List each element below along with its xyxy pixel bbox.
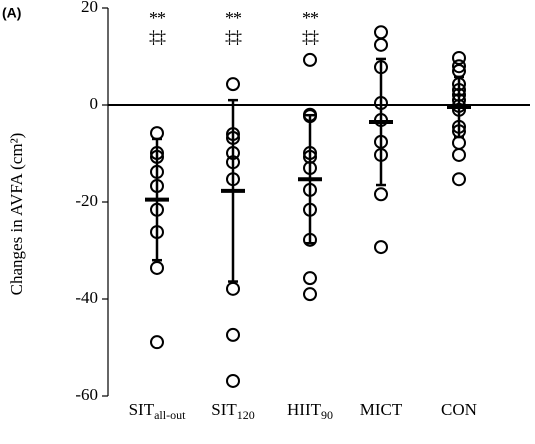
category-subscript: 120: [237, 408, 255, 422]
y-axis-label: Changes in AVFA (cm²): [7, 133, 26, 296]
data-point: [150, 335, 164, 350]
significance-mark: ‡‡: [225, 27, 242, 47]
data-point: [150, 260, 164, 275]
category-label: MICT: [360, 400, 403, 419]
category-label: SIT: [211, 400, 237, 419]
significance-mark: **: [149, 8, 166, 28]
category-label: HIIT: [287, 400, 322, 419]
x-tick-label: MICT: [360, 400, 403, 419]
y-tick-label: -20: [75, 191, 98, 210]
data-point: [226, 77, 240, 92]
significance-mark: **: [225, 8, 242, 28]
data-point: [374, 240, 388, 255]
data-point: [226, 327, 240, 342]
data-point: [452, 135, 466, 150]
panel-label: (A): [2, 5, 21, 21]
category-subscript: all-out: [154, 408, 186, 422]
data-point: [452, 50, 466, 65]
data-point: [452, 147, 466, 162]
data-point: [374, 187, 388, 202]
y-tick-label: -60: [75, 385, 98, 404]
y-tick-label: 0: [90, 94, 99, 113]
data-point: [226, 373, 240, 388]
significance-mark: ‡‡: [149, 27, 166, 47]
significance-mark: ‡‡: [302, 27, 319, 47]
x-tick-label: CON: [441, 400, 477, 419]
x-tick-label: SIT120: [211, 400, 255, 422]
data-point: [374, 25, 388, 40]
data-point: [452, 172, 466, 187]
x-tick-label: HIIT90: [287, 400, 333, 422]
x-tick-label: SITall-out: [129, 400, 186, 422]
data-point: [303, 52, 317, 67]
y-tick-label: -40: [75, 288, 98, 307]
category-subscript: 90: [321, 408, 333, 422]
data-point: [452, 59, 466, 74]
y-tick-label: 20: [81, 0, 98, 16]
data-point: [303, 271, 317, 286]
category-label: CON: [441, 400, 477, 419]
significance-mark: **: [302, 8, 319, 28]
data-point: [226, 281, 240, 296]
data-point: [374, 37, 388, 52]
data-point: [150, 126, 164, 141]
data-point: [303, 287, 317, 302]
category-label: SIT: [129, 400, 155, 419]
